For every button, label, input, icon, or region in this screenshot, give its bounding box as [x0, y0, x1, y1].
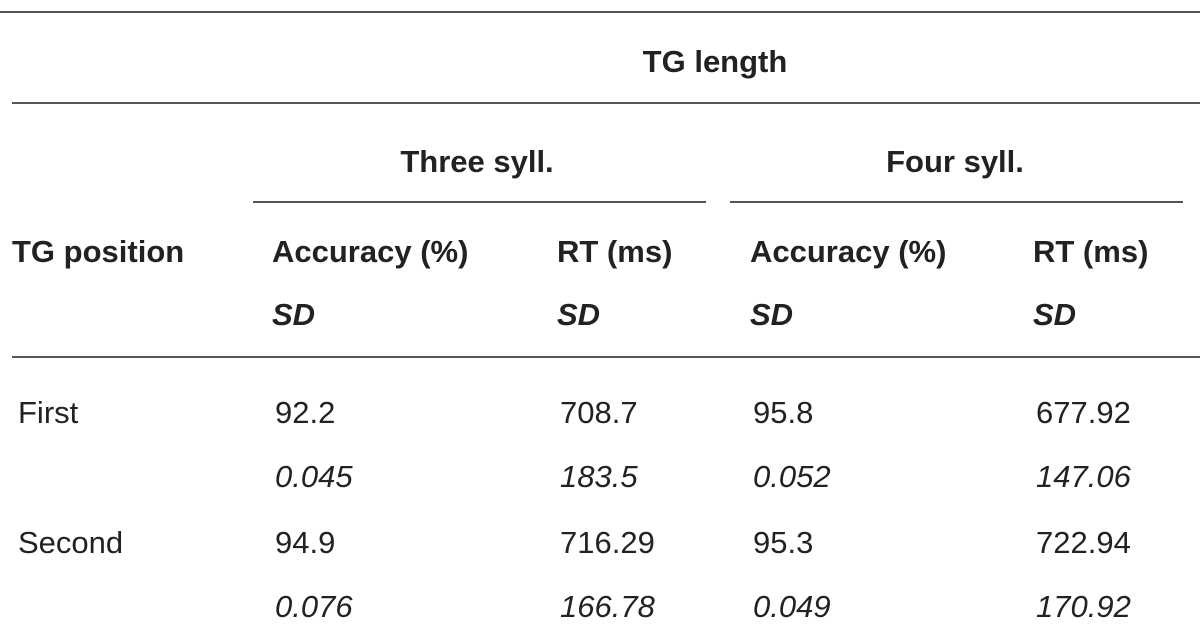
group-header: Four syll. [886, 144, 1024, 179]
cell-sd: 183.5 [560, 459, 638, 494]
cell-mean: 722.94 [1036, 525, 1131, 560]
group-rule [730, 201, 1183, 203]
cell-sd: 147.06 [1036, 459, 1131, 494]
column-subheader: SD [750, 297, 794, 332]
cell-mean: 708.7 [560, 395, 638, 430]
column-header: RT (ms) [1033, 234, 1149, 269]
rule [12, 102, 1200, 104]
cell-mean: 92.2 [275, 395, 336, 430]
group-rule [253, 201, 706, 203]
cell-sd: 0.049 [753, 589, 831, 624]
cell-sd: 170.92 [1036, 589, 1131, 624]
cell-mean: 95.3 [753, 525, 814, 560]
cell-sd: 166.78 [560, 589, 655, 624]
rule [12, 356, 1200, 358]
row-label: Second [18, 525, 124, 560]
column-subheader: SD [557, 297, 601, 332]
row-label: First [18, 395, 79, 430]
column-subheader: SD [1033, 297, 1077, 332]
cell-mean: 716.29 [560, 525, 655, 560]
group-header: Three syll. [400, 144, 554, 179]
cell-mean: 94.9 [275, 525, 336, 560]
title: TG length [642, 44, 788, 79]
column-header: Accuracy (%) [272, 234, 469, 269]
column-subheader: SD [272, 297, 316, 332]
column-header: Accuracy (%) [750, 234, 947, 269]
cell-sd: 0.052 [753, 459, 831, 494]
column-header: RT (ms) [557, 234, 673, 269]
top-rule [0, 11, 1200, 13]
cell-mean: 677.92 [1036, 395, 1131, 430]
row-header: TG position [12, 234, 185, 269]
cell-mean: 95.8 [753, 395, 814, 430]
cell-sd: 0.076 [275, 589, 353, 624]
cell-sd: 0.045 [275, 459, 353, 494]
